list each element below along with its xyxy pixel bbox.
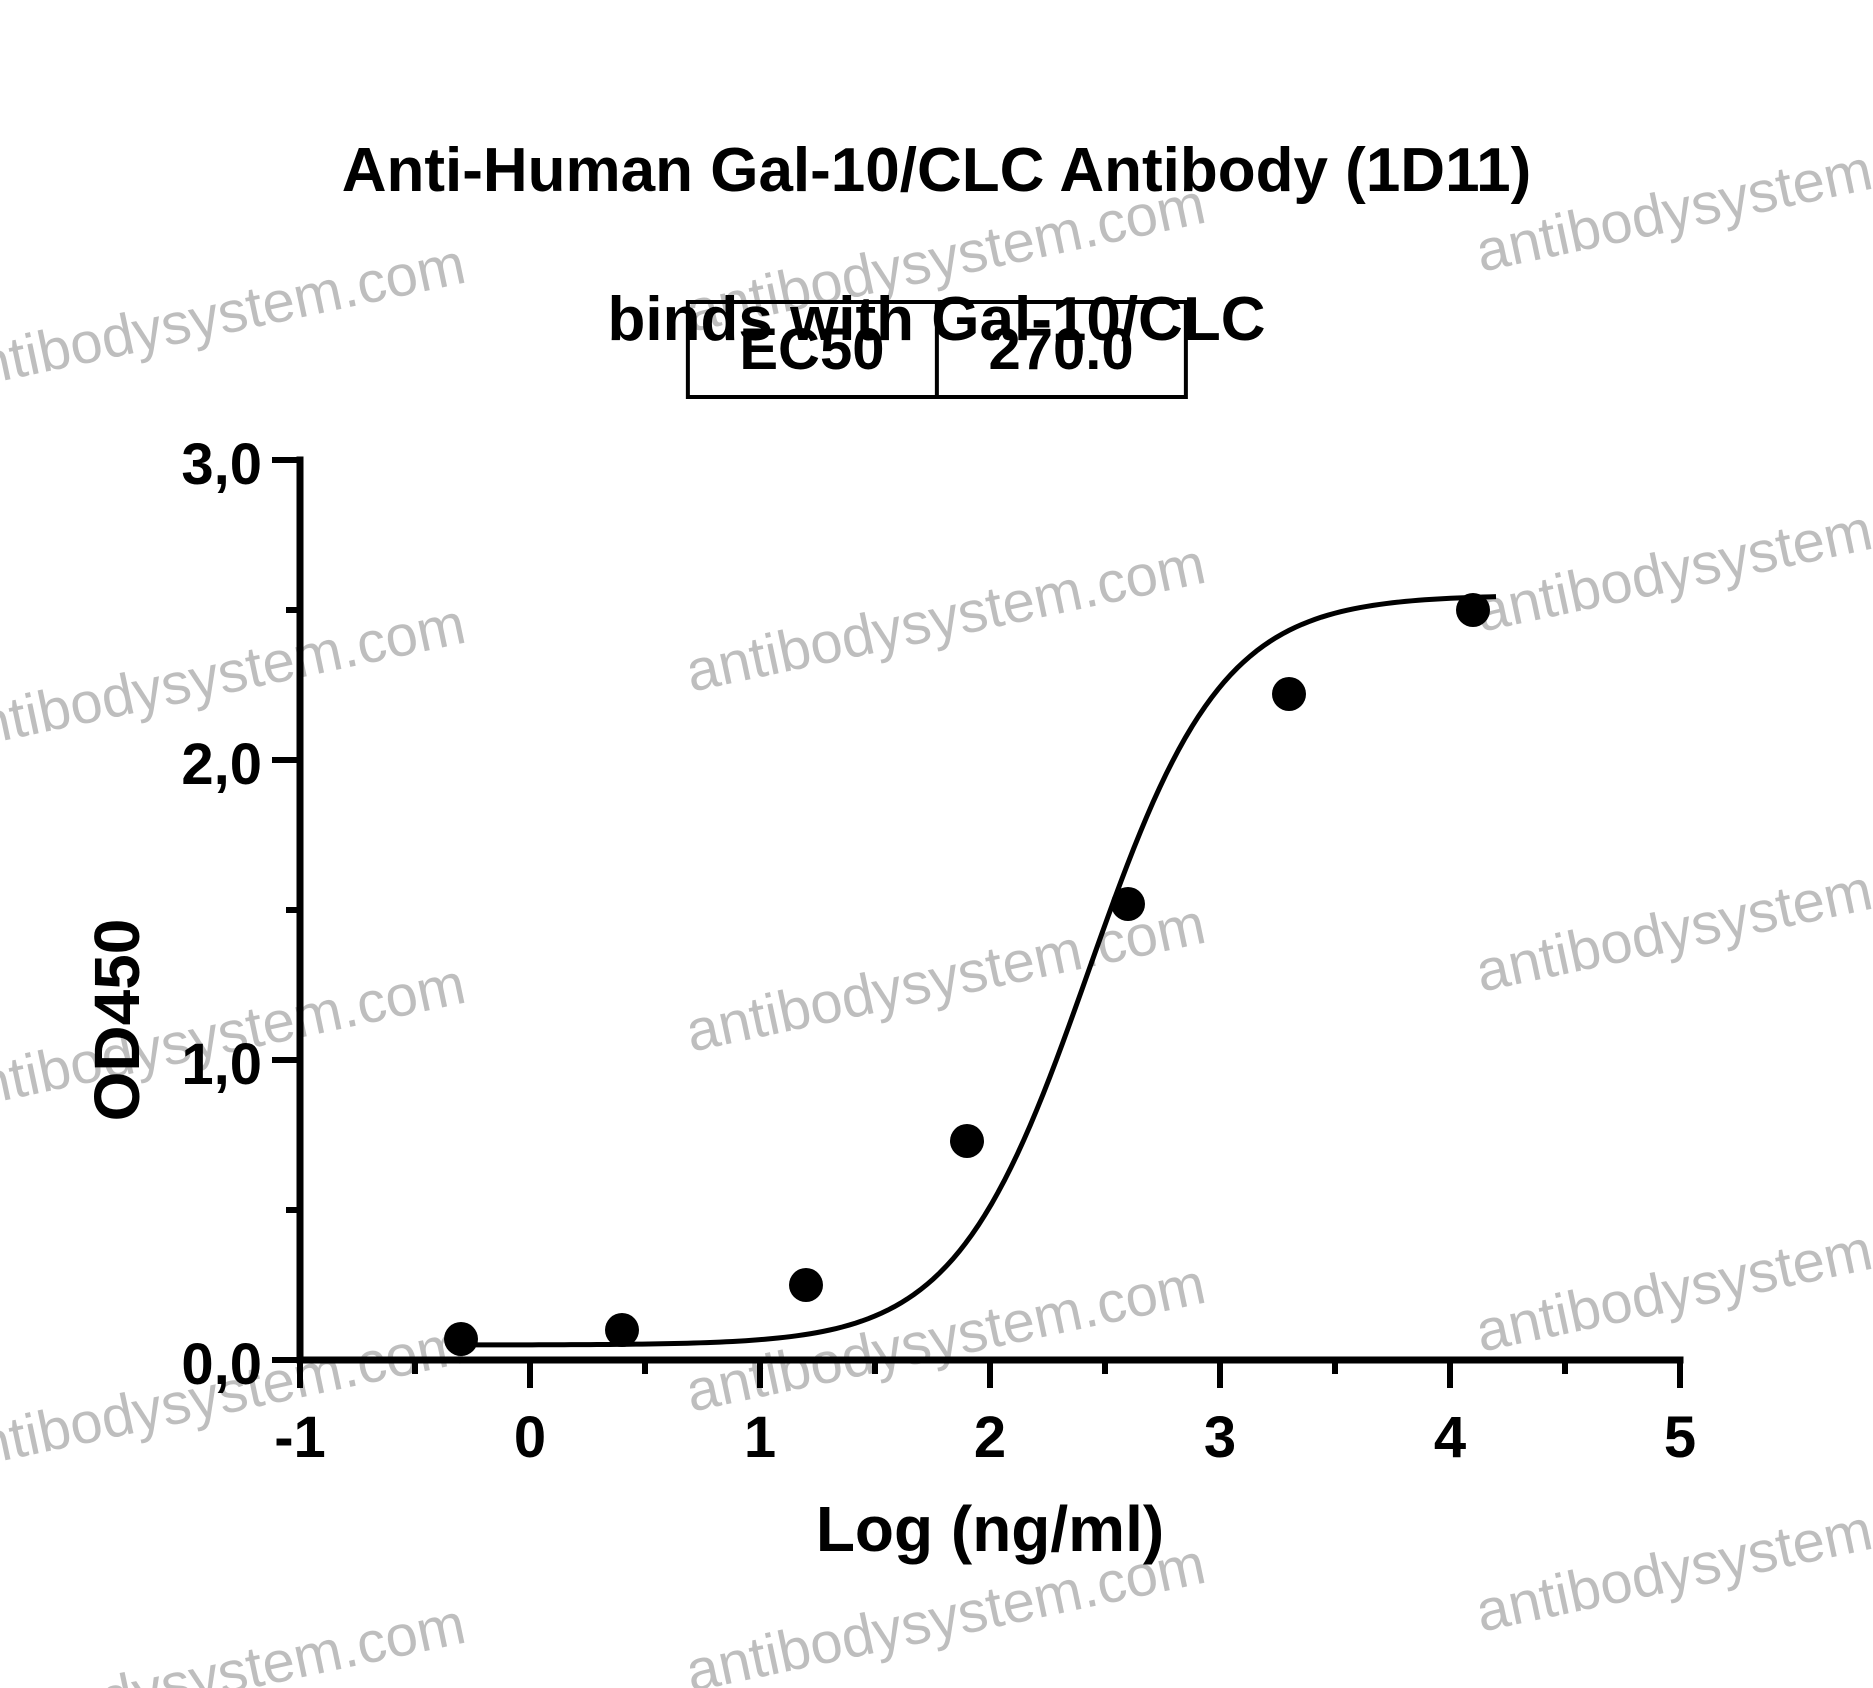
- watermark: antibodysystem.com: [0, 1590, 471, 1688]
- ec50-table: EC50 270.0: [685, 300, 1187, 399]
- y-tick-label: 3,0: [142, 431, 262, 498]
- x-tick-label: 3: [1190, 1404, 1250, 1471]
- x-tick-label: 4: [1420, 1404, 1480, 1471]
- x-tick-label: 5: [1650, 1404, 1710, 1471]
- x-tick-label: 2: [960, 1404, 1020, 1471]
- x-tick-label: 0: [500, 1404, 560, 1471]
- y-tick-label: 2,0: [142, 731, 262, 798]
- ec50-value: 270.0: [934, 304, 1183, 395]
- ec50-label: EC50: [689, 304, 934, 395]
- title-line1: Anti-Human Gal-10/CLC Antibody (1D11): [342, 136, 1532, 205]
- y-tick-label: 1,0: [142, 1031, 262, 1098]
- x-tick-label: -1: [270, 1404, 330, 1471]
- x-axis-label: Log (ng/ml): [300, 1492, 1680, 1566]
- x-tick-label: 1: [730, 1404, 790, 1471]
- plot-area: [300, 460, 1680, 1360]
- y-tick-label: 0,0: [142, 1331, 262, 1398]
- plot-svg: [240, 400, 1740, 1420]
